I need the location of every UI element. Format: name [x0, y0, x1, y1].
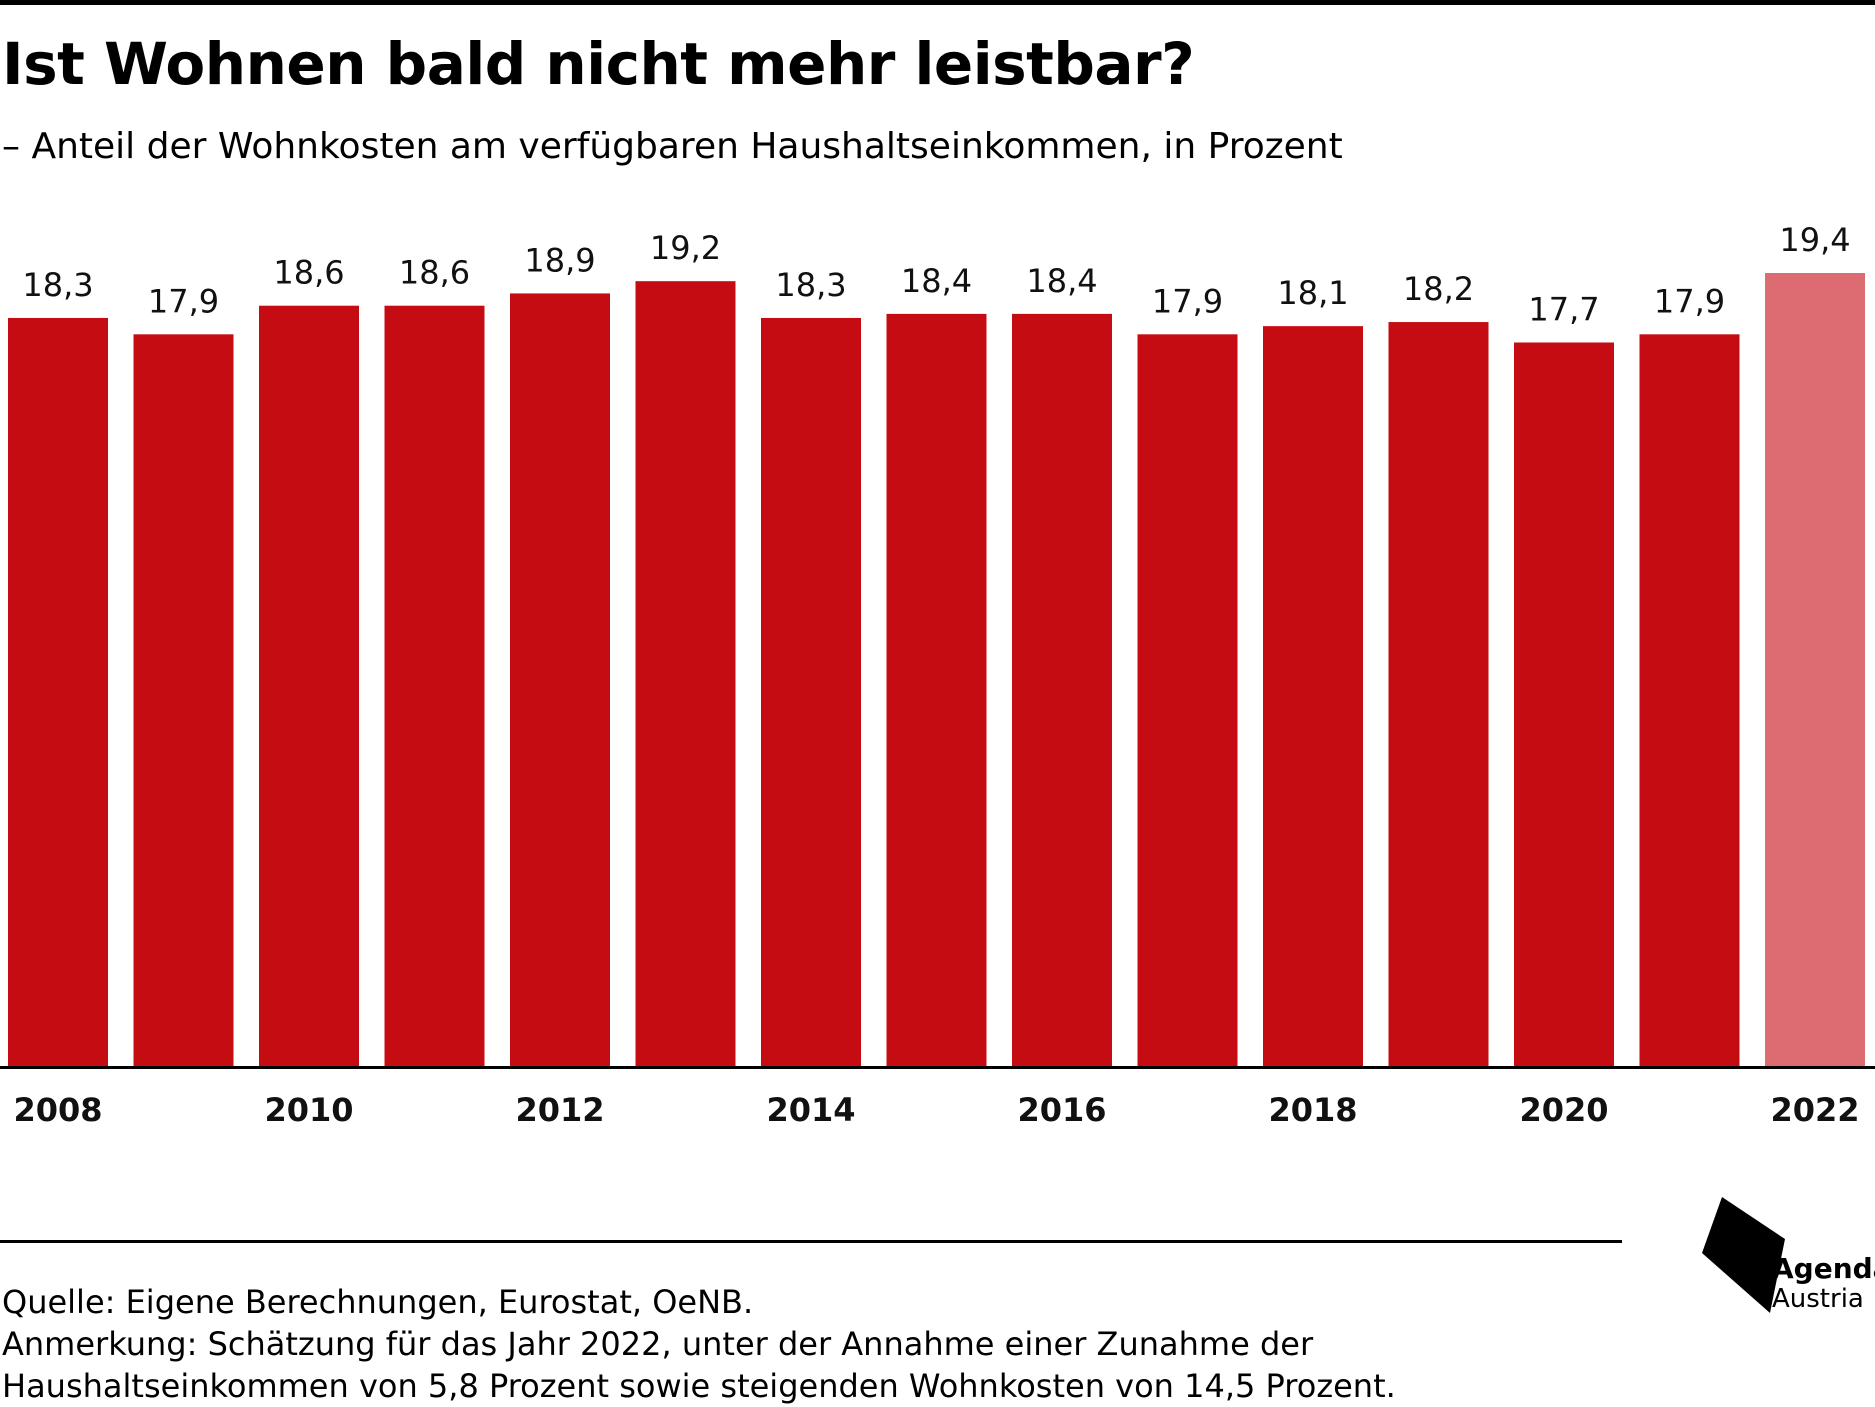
value-label-2020: 17,7	[1528, 290, 1599, 328]
chart-subtitle: – Anteil der Wohnkosten am verfügbaren H…	[2, 126, 1343, 167]
bar-2020	[1514, 342, 1614, 1066]
value-label-2021: 17,9	[1654, 282, 1725, 320]
value-label-2013: 19,2	[650, 229, 721, 267]
x-tick-label-2022: 2022	[1770, 1091, 1859, 1129]
value-label-2022: 19,4	[1779, 221, 1850, 259]
annotation-note-line-1: Anmerkung: Schätzung für das Jahr 2022, …	[2, 1325, 1314, 1363]
bar-2013	[635, 281, 736, 1066]
bar-2016	[1012, 313, 1112, 1066]
bar-2017	[1137, 334, 1238, 1066]
x-tick-label-2010: 2010	[264, 1091, 353, 1129]
value-label-2016: 18,4	[1026, 262, 1097, 300]
bar-2012	[510, 293, 610, 1067]
bars-group	[8, 273, 1865, 1067]
agenda-austria-logo-icon	[1702, 1197, 1785, 1313]
bar-chart: 18,3 17,9 18,6 18,6 18,9 19,2 18,3 18,4 18,4 17,9…	[0, 221, 1875, 1129]
value-label-2018: 18,1	[1277, 274, 1348, 312]
bar-2011	[384, 305, 485, 1066]
value-label-2012: 18,9	[524, 241, 595, 279]
value-label-2008: 18,3	[22, 266, 93, 304]
top-rule	[0, 0, 1875, 5]
x-tick-label-2020: 2020	[1519, 1091, 1608, 1129]
logo-word-agenda: Agenda	[1772, 1252, 1875, 1285]
value-labels-group: 18,3 17,9 18,6 18,6 18,9 19,2 18,3 18,4 18,4 17,9…	[22, 221, 1850, 328]
bar-2014	[761, 317, 861, 1066]
bar-2008	[8, 317, 108, 1066]
annotation-note-line-2: Haushaltseinkommen von 5,8 Prozent sowie…	[2, 1367, 1396, 1405]
bar-2018	[1263, 326, 1363, 1066]
value-label-2017: 17,9	[1152, 282, 1223, 320]
logo-word-austria: Austria	[1772, 1284, 1864, 1314]
chart-title: Ist Wohnen bald nicht mehr leistbar?	[2, 30, 1195, 98]
bar-2022	[1765, 273, 1865, 1066]
value-label-2015: 18,4	[901, 262, 972, 300]
x-tick-label-2016: 2016	[1017, 1091, 1106, 1129]
bar-2010	[259, 305, 359, 1066]
value-label-2014: 18,3	[775, 266, 846, 304]
source-note: Quelle: Eigene Berechnungen, Eurostat, O…	[2, 1283, 754, 1321]
bar-2019	[1388, 322, 1489, 1067]
value-label-2011: 18,6	[399, 254, 470, 292]
x-tick-label-2008: 2008	[13, 1091, 102, 1129]
x-tick-labels-group: 2008 2010 2012 2014 2016 2018 2020 2022	[13, 1091, 1859, 1129]
x-tick-label-2018: 2018	[1268, 1091, 1357, 1129]
x-tick-label-2012: 2012	[515, 1091, 604, 1129]
bar-2015	[886, 313, 987, 1066]
x-tick-label-2014: 2014	[766, 1091, 855, 1129]
value-label-2009: 17,9	[148, 282, 219, 320]
bar-2009	[133, 334, 234, 1066]
value-label-2019: 18,2	[1403, 270, 1474, 308]
footer-rule	[0, 1240, 1622, 1243]
value-label-2010: 18,6	[273, 254, 344, 292]
bar-2021	[1639, 334, 1740, 1066]
